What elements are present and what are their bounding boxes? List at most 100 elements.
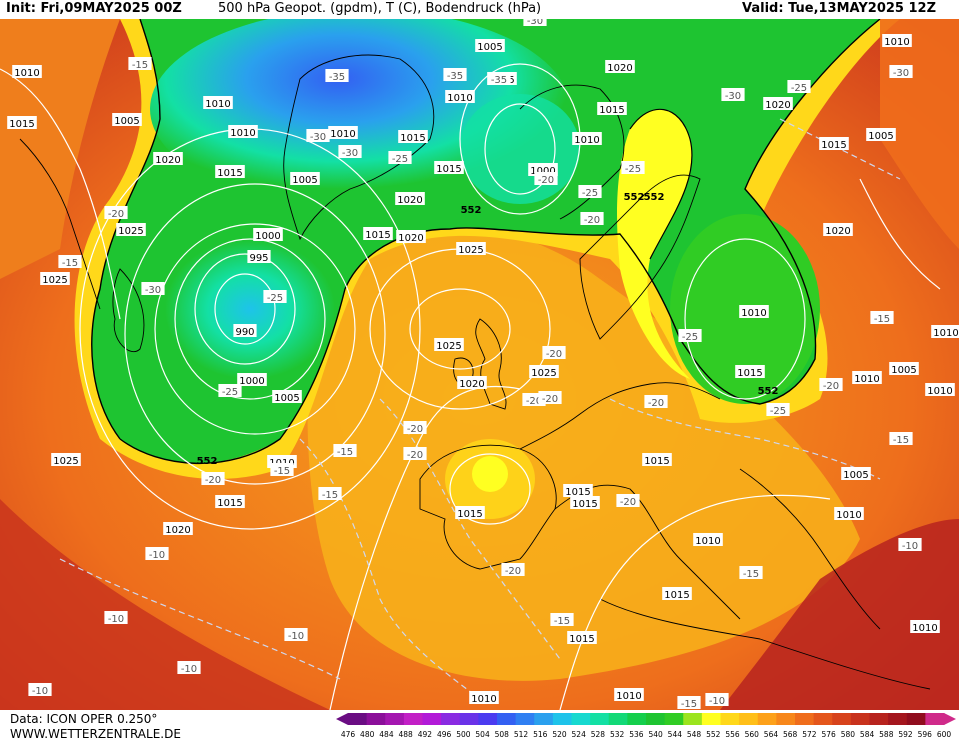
isobar-label-text: 1015 (217, 498, 242, 509)
legend-swatch (627, 713, 647, 725)
temperature-label: -20 (644, 395, 668, 409)
legend-tick-label: 516 (533, 730, 548, 739)
chart-title: 500 hPa Geopot. (gpdm), T (C), Bodendruc… (218, 1, 542, 16)
isobar-label-text: 1005 (292, 175, 317, 186)
se-warm-corner (720, 519, 959, 710)
temperature-label-text: -15 (62, 258, 78, 269)
temperature-label-text: -20 (205, 475, 221, 486)
isobar-label-text: 1010 (205, 99, 230, 110)
temperature-label: -25 (388, 151, 412, 165)
temperature-label-text: -25 (791, 83, 807, 94)
isobar-label-text: 1000 (255, 231, 280, 242)
isobar-label: 1015 (215, 495, 245, 509)
legend-tick-label: 504 (475, 730, 490, 739)
temperature-label-text: -20 (584, 215, 600, 226)
temperature-label-text: -10 (108, 614, 124, 625)
isobars (0, 63, 941, 710)
temperature-label-text: -30 (893, 68, 909, 79)
isobar-1010-east (684, 238, 806, 400)
temperature-label: -10 (898, 538, 922, 552)
legend-swatch (795, 713, 815, 725)
temperature-label: -15 (739, 566, 763, 580)
isobar-label-text: 1020 (607, 63, 632, 74)
isobar-1000 (174, 238, 326, 400)
isobar-label-text: 1025 (436, 341, 461, 352)
temperature-label: -30 (889, 65, 913, 79)
temperature-label: -20 (534, 172, 558, 186)
init-time: Init: Fri,09MAY2025 00Z (6, 1, 182, 16)
isobar-label: 1010 (614, 688, 644, 702)
temperature-labels: -30 -15 -35 -35 -35 -30 -25 -30 -30 -20 -15 -30 -25 -… (28, 19, 922, 710)
isobar-label-text: 1010 (854, 374, 879, 385)
temperature-label-text: -25 (267, 293, 283, 304)
contour-552-label: 552 (461, 205, 482, 216)
temperature-label: -25 (678, 329, 702, 343)
isobar-label: 1020 (395, 192, 425, 206)
temperature-label: -25 (218, 384, 242, 398)
temperature-label: -20 (542, 346, 566, 360)
temperature-label-text: -35 (447, 71, 463, 82)
isobar-label: 990 (233, 324, 257, 338)
isobar-995 (194, 253, 296, 365)
isobar-label: 1025 (529, 365, 559, 379)
isobar-label-text: 1015 (457, 509, 482, 520)
legend-swatch (739, 713, 759, 725)
temperature-label-text: -10 (288, 631, 304, 642)
isobar-label: 1025 (51, 453, 81, 467)
isobar-1000-norway (484, 103, 556, 195)
isobar-1010 (124, 183, 386, 485)
isobar-label: 1010 (228, 125, 258, 139)
temperature-label: -20 (403, 421, 427, 435)
temperature-label-text: -25 (222, 387, 238, 398)
isobar-label: 1015 (567, 631, 597, 645)
legend-tick-label: 488 (399, 730, 414, 739)
isobar-1010-med (559, 494, 831, 710)
isobar-label-text: 1010 (695, 536, 720, 547)
legend-tick-label: 564 (764, 730, 779, 739)
temperature-label-text: -15 (743, 569, 759, 580)
legend-swatch (497, 713, 517, 725)
temperature-label-text: -20 (407, 450, 423, 461)
isobar-label: 1005 (272, 390, 302, 404)
contour-552-tongue (629, 108, 693, 260)
temperature-label-text: -25 (625, 164, 641, 175)
legend-tick-label: 576 (821, 730, 836, 739)
isobar-label-text: 1010 (14, 68, 39, 79)
isobar-label: 1015 (363, 227, 393, 241)
iberia-warm-core (472, 456, 508, 492)
legend-tick-label: 560 (745, 730, 760, 739)
temperature-label-text: -15 (132, 60, 148, 71)
isobar-label-text: 1025 (53, 456, 78, 467)
legend-swatch (757, 713, 777, 725)
temperature-label: -15 (870, 311, 894, 325)
isobar-label-text: 1020 (155, 155, 180, 166)
legend-tick-label: 536 (629, 730, 644, 739)
isobar-labels: 1010 1015 1005 1010 1020 1015 1010 1005 1025 1025… (7, 34, 959, 705)
isobar-label: 1010 (925, 383, 955, 397)
legend-swatch (403, 713, 423, 725)
isobar-label-text: 1015 (737, 368, 762, 379)
legend-tick-label: 508 (495, 730, 510, 739)
isobar-label: 1005 (475, 39, 505, 53)
temperature-label-text: -20 (108, 209, 124, 220)
temperature-label: -35 (487, 72, 511, 86)
isobar-label: 1005 (290, 172, 320, 186)
temperature-label-text: -15 (274, 466, 290, 477)
temperature-label: -25 (578, 185, 602, 199)
isobar-label-text: 1015 (436, 164, 461, 175)
isobar-label: 1010 (572, 132, 602, 146)
isobar-label: 1015 (398, 130, 428, 144)
legend-tick-label: 588 (879, 730, 894, 739)
contour-552-label: 552 (758, 386, 779, 397)
temperature-label-text: -30 (310, 132, 326, 143)
isobar-label: 1005 (866, 128, 896, 142)
warm-field-west (0, 19, 120, 279)
isobar-label: 1015 (735, 365, 765, 379)
temperature-label-text: -20 (538, 175, 554, 186)
isobar-label-text: 1010 (330, 129, 355, 140)
temperature-label-text: -15 (893, 435, 909, 446)
isobar-label: 1025 (116, 223, 146, 237)
legend-swatch (646, 713, 666, 725)
isobar-label-text: 1015 (644, 456, 669, 467)
temperature-label-text: -10 (709, 696, 725, 707)
